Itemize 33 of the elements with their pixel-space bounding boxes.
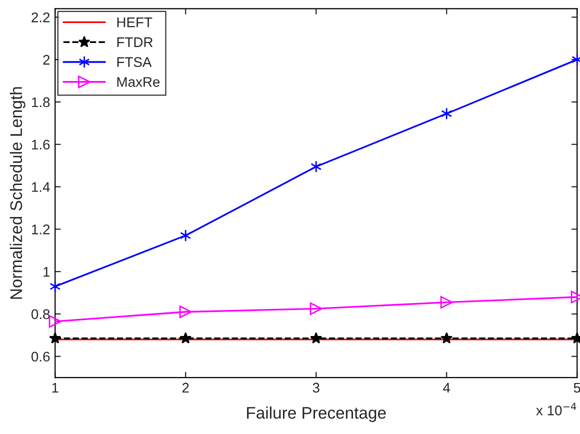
legend-label: HEFT: [117, 18, 152, 28]
x-tick-label: 1: [52, 382, 58, 393]
point: [440, 296, 453, 309]
legend-label: FTSA: [117, 57, 152, 67]
point: [441, 107, 452, 120]
y-tick-label: 1.8: [32, 97, 50, 108]
point: [180, 332, 192, 344]
point: [310, 302, 322, 315]
x-tick-label: 2: [182, 382, 189, 393]
y-tick-label: 1.6: [32, 140, 50, 150]
legend-label: MaxRe: [117, 77, 160, 87]
y-tick-label: 1: [44, 267, 50, 277]
text: x 10$^{−4}$: [536, 402, 576, 416]
y-tick-label: 2: [43, 54, 50, 65]
x-tick-label: 4: [443, 382, 450, 393]
point: [310, 332, 322, 344]
x-axis-title: Failure Precentage: [247, 406, 386, 422]
y-tick-label: 0.6: [31, 352, 50, 362]
point: [49, 332, 62, 344]
point: [48, 315, 62, 328]
x-tick-label: 5: [574, 382, 580, 393]
y-tick-label: 1.2: [32, 224, 50, 234]
legend-label: FTDR: [117, 37, 153, 47]
x-tick-label: 3: [312, 382, 320, 393]
y-tick-label: 2.2: [32, 12, 50, 22]
y-axis-title: Normalized Schedule Length: [10, 87, 26, 299]
point: [50, 280, 61, 293]
y-tick-label: 1.4: [32, 182, 50, 192]
y-tick-label: 0.8: [31, 309, 50, 320]
point: [179, 306, 192, 318]
point: [180, 229, 192, 242]
point: [440, 332, 453, 344]
point: [310, 160, 322, 173]
